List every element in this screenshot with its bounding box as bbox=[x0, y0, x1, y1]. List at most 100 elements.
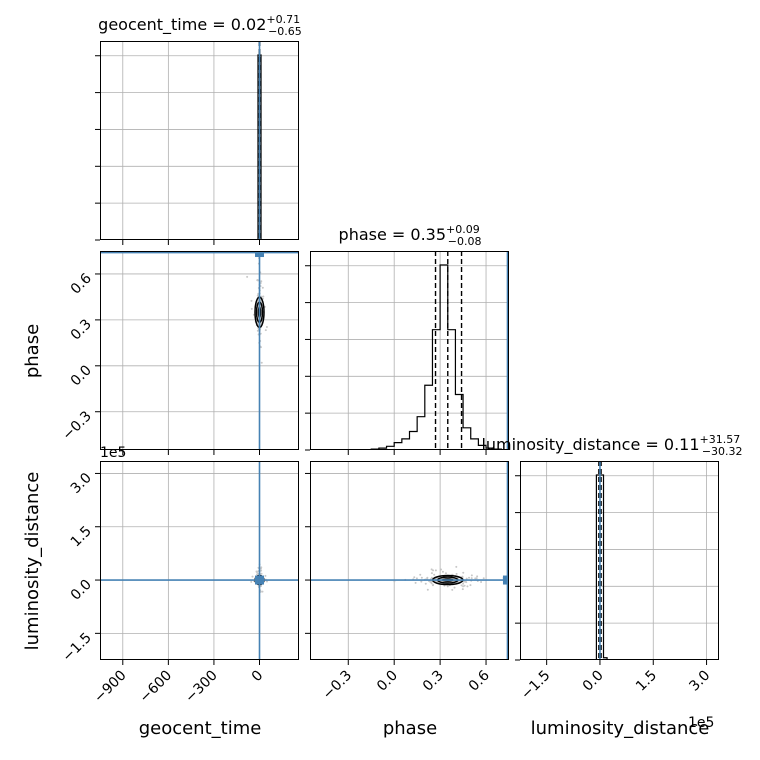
sample-point bbox=[460, 584, 463, 587]
sample-point bbox=[413, 576, 416, 579]
sample-point bbox=[444, 572, 447, 575]
sample-point bbox=[431, 584, 434, 587]
panel-frame bbox=[520, 461, 719, 660]
sample-point bbox=[465, 577, 468, 580]
sample-point bbox=[415, 577, 418, 580]
sample-point bbox=[255, 571, 258, 574]
y-axis-label-luminosity-distance: luminosity_distance bbox=[22, 472, 43, 651]
sample-point bbox=[470, 577, 473, 580]
sample-point bbox=[260, 569, 263, 572]
x-axis-label-geocent-time: geocent_time bbox=[139, 718, 262, 739]
sample-point bbox=[465, 581, 468, 584]
x-tick-label-geocent_time-3: 0 bbox=[249, 668, 267, 686]
panel-frame bbox=[100, 461, 299, 660]
sample-point bbox=[446, 585, 449, 588]
sample-point bbox=[420, 576, 423, 579]
offset-text-x: 1e5 bbox=[688, 715, 714, 731]
sample-point bbox=[261, 590, 264, 593]
sample-point bbox=[256, 572, 259, 575]
offset-text-y: 1e5 bbox=[100, 445, 126, 461]
sample-point bbox=[259, 567, 262, 570]
panel-phase-phase bbox=[305, 251, 509, 455]
panel-luminosity_distance-luminosity_distance: −1.5 0.0 1.5 3.0 bbox=[515, 461, 719, 703]
sample-point bbox=[250, 299, 253, 302]
panel-content bbox=[100, 251, 299, 450]
sample-point bbox=[393, 580, 396, 583]
panel-geocent_time-geocent_time bbox=[95, 41, 299, 245]
panel-content bbox=[310, 251, 509, 450]
sample-point bbox=[250, 307, 253, 310]
sample-point bbox=[441, 570, 444, 573]
panel-content bbox=[520, 461, 719, 660]
sample-point bbox=[475, 577, 478, 580]
sample-point bbox=[470, 574, 473, 577]
panel-content bbox=[310, 461, 509, 660]
sample-point bbox=[260, 572, 263, 575]
y-axis-label-phase: phase bbox=[22, 324, 43, 378]
sample-point bbox=[430, 572, 433, 575]
y-tick-label-phase-1: 0.0 bbox=[68, 362, 95, 389]
sample-point bbox=[251, 575, 254, 578]
sample-point bbox=[480, 581, 483, 584]
truth-marker bbox=[255, 575, 265, 585]
sample-point bbox=[260, 361, 263, 364]
sample-point bbox=[462, 585, 465, 588]
sample-point bbox=[256, 279, 259, 282]
histogram-phase bbox=[370, 264, 502, 450]
sample-point bbox=[264, 329, 267, 332]
y-tick-label-phase-3: 0.6 bbox=[68, 270, 95, 297]
y-tick-label-phase-0: −0.3 bbox=[59, 408, 94, 443]
sample-point bbox=[262, 295, 265, 298]
sample-point bbox=[414, 581, 417, 584]
sample-point bbox=[462, 571, 465, 574]
sample-point bbox=[453, 586, 456, 589]
x-tick-label-luminosity_distance-1: 0.0 bbox=[580, 668, 607, 695]
title-geocent-time: geocent_time = 0.02+0.71 −0.65 bbox=[98, 13, 302, 38]
y-tick-label-luminosity_distance-0: −1.5 bbox=[59, 630, 94, 665]
sample-point bbox=[466, 585, 469, 588]
y-tick-label-luminosity_distance-1: 0.0 bbox=[68, 577, 95, 604]
x-tick-label-luminosity_distance-0: −1.5 bbox=[518, 668, 553, 703]
sample-point bbox=[265, 326, 268, 329]
sample-point bbox=[440, 568, 443, 571]
sample-point bbox=[420, 580, 423, 583]
sample-point bbox=[482, 577, 485, 580]
x-tick-label-phase-1: 0.0 bbox=[374, 668, 401, 695]
x-axis-label-luminosity-distance: luminosity_distance bbox=[531, 718, 710, 739]
sample-point bbox=[433, 573, 436, 576]
y-tick-label-luminosity_distance-3: 3.0 bbox=[68, 470, 95, 497]
sample-point bbox=[256, 294, 259, 297]
panel-content bbox=[100, 41, 299, 240]
x-tick-label-luminosity_distance-3: 3.0 bbox=[686, 668, 713, 695]
x-axis-label-phase: phase bbox=[383, 718, 437, 739]
sample-point bbox=[430, 568, 433, 571]
y-tick-label-phase-2: 0.3 bbox=[68, 316, 95, 343]
x-tick-label-phase-0: −0.3 bbox=[320, 668, 355, 703]
truth-marker bbox=[255, 251, 265, 258]
x-tick-label-luminosity_distance-2: 1.5 bbox=[633, 668, 660, 695]
x-tick-label-geocent_time-1: −600 bbox=[137, 668, 176, 707]
sample-point bbox=[426, 588, 429, 591]
x-tick-label-geocent_time-0: −900 bbox=[91, 668, 130, 707]
panel-phase-geocent_time: −0.3 0.0 0.3 0.6 bbox=[59, 251, 299, 455]
sample-point bbox=[461, 588, 464, 591]
sample-point bbox=[246, 275, 249, 278]
panel-luminosity_distance-geocent_time: −900 −600 −300 0 −1.5 0.0 1.5 3.0 bbox=[59, 461, 299, 706]
title-phase: phase = 0.35+0.09 −0.08 bbox=[339, 223, 482, 248]
sample-point bbox=[432, 569, 435, 572]
panel-frame bbox=[310, 251, 509, 450]
sample-point bbox=[260, 280, 263, 283]
sample-point bbox=[430, 576, 433, 579]
sample-point bbox=[468, 576, 471, 579]
sample-point bbox=[455, 572, 458, 575]
sample-point bbox=[451, 588, 454, 591]
sample-point bbox=[430, 582, 433, 585]
sample-point bbox=[424, 582, 427, 585]
sample-point bbox=[476, 575, 479, 578]
sample-point bbox=[462, 582, 465, 585]
panel-frame bbox=[100, 251, 299, 450]
panel-content bbox=[100, 461, 299, 660]
panel-frame bbox=[310, 461, 509, 660]
histogram-luminosity_distance bbox=[595, 474, 608, 660]
